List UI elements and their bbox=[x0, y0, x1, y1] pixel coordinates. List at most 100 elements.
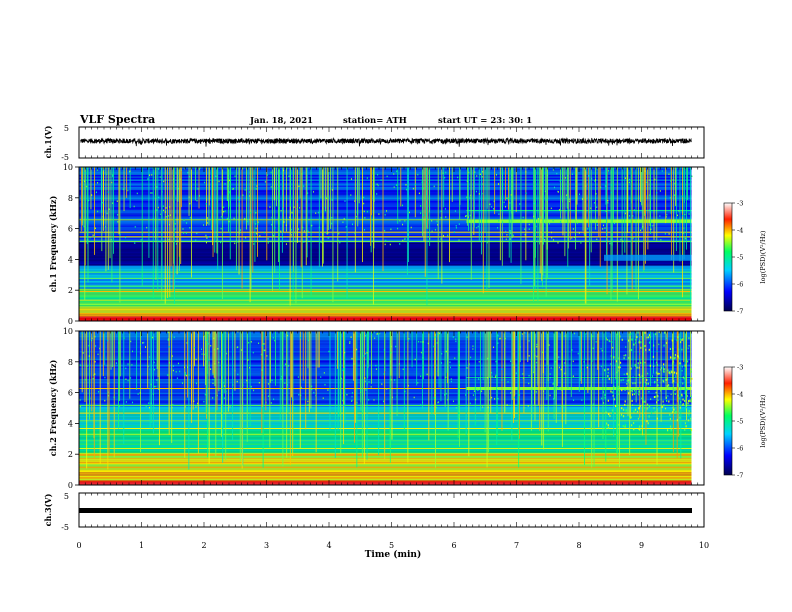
spec2-speckle bbox=[690, 395, 692, 398]
spec2-speckle bbox=[267, 383, 269, 385]
spec2-sferic bbox=[531, 331, 533, 389]
spec2-patch bbox=[673, 371, 676, 374]
spec2-speckle bbox=[231, 405, 233, 407]
spec2-patch bbox=[634, 408, 637, 411]
spec2-speckle bbox=[147, 365, 149, 368]
spec2-speckle bbox=[420, 341, 422, 343]
spec1-band bbox=[79, 211, 692, 214]
spec2-speckle bbox=[573, 332, 575, 335]
spec2-speckle bbox=[366, 406, 368, 409]
spec1-sferic bbox=[214, 167, 216, 240]
spec2-sferic bbox=[590, 331, 592, 431]
spec2-speckle bbox=[153, 361, 155, 364]
spec2-patch bbox=[666, 399, 668, 402]
spec1-band bbox=[79, 200, 692, 203]
spec1-speckle bbox=[596, 168, 598, 171]
spec1-speckle bbox=[440, 217, 442, 219]
spec1-band bbox=[79, 222, 692, 225]
spec2-speckle bbox=[94, 335, 96, 338]
spec2-patch bbox=[607, 399, 609, 402]
spec2-sferic bbox=[194, 331, 195, 367]
spec2-speckle bbox=[657, 379, 659, 381]
spec1-sferic bbox=[362, 167, 363, 263]
spec2-sferic bbox=[246, 331, 248, 422]
spec1-sferic bbox=[482, 167, 484, 294]
spec1-speckle bbox=[519, 203, 521, 205]
spec1-speckle bbox=[124, 236, 126, 239]
spec2-speckle bbox=[655, 361, 657, 364]
spec2-sferic bbox=[136, 331, 138, 391]
spec1-speckle bbox=[559, 221, 561, 223]
spec2-speckle bbox=[601, 349, 603, 352]
spec2-sferic bbox=[218, 331, 220, 392]
spec2-speckle bbox=[563, 406, 565, 408]
spec1-speckle bbox=[297, 228, 299, 230]
spec2-sferic bbox=[184, 331, 186, 458]
spec1-speckle bbox=[232, 187, 234, 190]
spec2-speckle bbox=[195, 358, 197, 361]
spec2-sferic bbox=[546, 331, 548, 400]
spec1-speckle bbox=[557, 191, 559, 193]
spec2-sferic bbox=[279, 331, 281, 423]
spec2-speckle bbox=[267, 395, 269, 397]
spec1-speckle bbox=[631, 180, 633, 182]
spec2-band bbox=[79, 391, 692, 393]
spec2-speckle bbox=[647, 403, 649, 406]
spec1-speckle bbox=[528, 228, 530, 230]
spec1-speckle bbox=[454, 210, 456, 212]
spec2-speckle bbox=[669, 370, 671, 373]
spec2-patch bbox=[684, 422, 687, 425]
spec1-speckle bbox=[274, 226, 276, 229]
spec2-speckle bbox=[79, 405, 81, 408]
spec2-speckle bbox=[203, 400, 205, 403]
spec1-sferic bbox=[148, 167, 150, 258]
spec1-speckle bbox=[103, 169, 105, 171]
spec1-speckle bbox=[491, 206, 493, 208]
spec2-patch bbox=[654, 333, 657, 336]
spec2-speckle bbox=[531, 350, 533, 353]
spec1-speckle bbox=[509, 202, 511, 204]
spec2-speckle bbox=[546, 333, 548, 335]
spec1-speckle bbox=[475, 190, 477, 193]
spec1-speckle bbox=[83, 225, 85, 228]
spec1-speckle bbox=[315, 212, 317, 214]
ch1-trace-line bbox=[80, 137, 692, 147]
spec1-speckle bbox=[233, 217, 235, 220]
spec2-patch bbox=[668, 384, 670, 387]
spec2-sferic bbox=[344, 331, 346, 424]
spec1-sferic bbox=[292, 167, 294, 301]
spec2-patch bbox=[678, 348, 680, 351]
spec2-patch bbox=[671, 339, 673, 342]
spec1-speckle bbox=[659, 190, 661, 192]
spec1-speckle bbox=[442, 172, 444, 174]
spec1-speckle bbox=[256, 185, 258, 187]
spec2-speckle bbox=[573, 399, 575, 402]
spec1-speckle bbox=[105, 225, 107, 228]
date-label: Jan. 18, 2021 bbox=[249, 116, 313, 126]
spec2-sferic bbox=[343, 331, 345, 445]
spec2-speckle bbox=[247, 359, 249, 361]
spec1-sferic bbox=[511, 167, 513, 239]
spec2-band bbox=[79, 384, 692, 387]
spec1-speckle bbox=[325, 207, 327, 209]
spec2-speckle bbox=[420, 375, 422, 378]
spec1-speckle bbox=[189, 202, 191, 205]
spec1-speckle bbox=[668, 173, 670, 175]
spec2-patch bbox=[616, 380, 619, 383]
spec2-speckle bbox=[323, 372, 325, 374]
spec2-speckle bbox=[642, 346, 644, 348]
spec2-speckle bbox=[617, 393, 619, 395]
spec2-speckle bbox=[315, 388, 317, 391]
spec1-speckle bbox=[674, 194, 676, 196]
spec2-patch bbox=[628, 417, 631, 420]
spec2-sferic bbox=[676, 331, 678, 458]
spec2-speckle bbox=[264, 349, 266, 352]
ch1-colorbar: -3-4-5-6-7 log(PSD)(V²/Hz) bbox=[723, 200, 767, 316]
spec2-speckle bbox=[658, 372, 660, 375]
spec1-speckle bbox=[607, 199, 609, 202]
spec2-speckle bbox=[104, 399, 106, 402]
spec1-band bbox=[79, 193, 692, 195]
spec2-speckle bbox=[287, 334, 289, 337]
spec2-patch bbox=[620, 379, 622, 382]
